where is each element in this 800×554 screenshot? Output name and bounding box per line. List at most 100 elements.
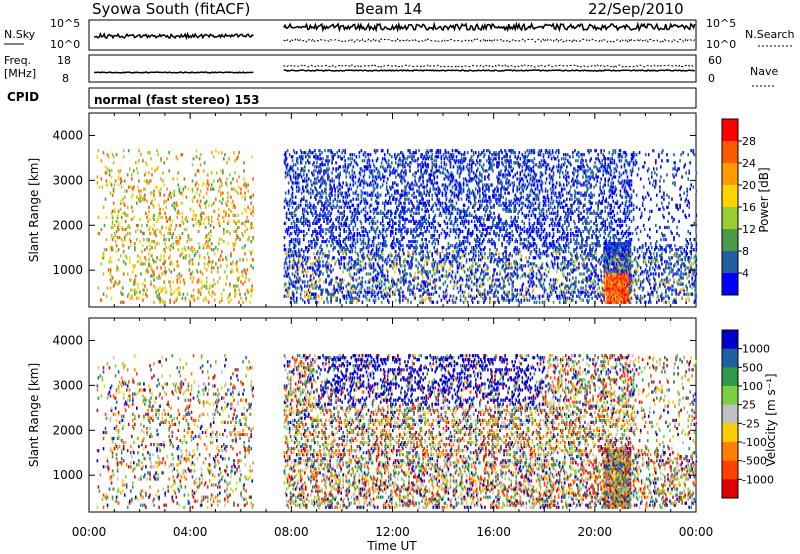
data-cell [350,221,353,225]
data-cell [291,290,294,294]
data-cell [298,238,301,242]
data-cell [486,169,488,173]
data-cell [234,288,236,292]
data-cell [379,254,382,258]
data-cell [479,187,481,191]
data-cell [320,193,322,197]
data-cell [362,229,365,234]
data-cell [380,294,383,298]
data-cell [226,264,228,268]
data-cell [319,252,321,256]
data-cell [210,262,213,266]
data-cell [292,246,295,250]
data-cell [331,155,333,159]
data-cell [296,240,299,244]
data-cell [197,169,200,173]
data-cell [405,191,407,195]
data-cell [357,193,360,197]
data-cell [234,171,236,175]
data-cell [426,292,428,296]
data-cell [410,219,412,223]
data-cell [417,207,419,211]
data-cell [147,213,149,217]
data-cell [374,294,377,298]
data-cell [384,240,387,244]
data-cell [129,260,131,264]
data-cell [428,240,430,244]
data-cell [320,163,322,167]
data-cell [425,270,427,274]
data-cell [344,151,346,155]
data-cell [331,171,333,175]
data-cell [376,191,379,195]
data-cell [306,290,308,294]
data-cell [134,248,136,252]
data-cell [401,193,403,197]
data-cell [435,187,438,191]
data-cell [395,254,397,258]
data-cell [387,163,390,167]
data-cell [316,181,318,185]
data-cell [331,225,333,230]
data-cell [344,250,346,254]
data-cell [212,155,215,159]
data-cell [164,260,166,264]
data-cell [336,298,338,302]
data-cell [332,294,334,298]
data-cell [375,276,378,280]
data-cell [300,151,303,155]
data-cell [424,163,426,167]
data-cell [321,189,323,193]
data-cell [202,221,205,225]
data-cell [202,181,205,185]
data-cell [327,155,329,159]
data-cell [170,244,172,248]
data-cell [238,185,240,189]
data-cell [382,167,385,171]
data-cell [404,260,406,264]
data-cell [328,250,330,254]
data-cell [398,203,400,207]
data-cell [297,185,300,189]
data-cell [202,244,205,248]
data-cell [143,238,145,242]
data-cell [404,193,406,197]
data-cell [399,197,401,201]
data-cell [152,227,154,232]
data-cell [178,211,181,215]
data-cell [412,229,414,234]
data-cell [350,258,353,262]
data-cell [219,221,221,225]
data-cell [349,236,352,240]
data-cell [296,238,299,242]
data-cell [120,238,123,242]
data-cell [117,227,120,232]
data-cell [483,227,485,232]
data-cell [157,296,159,300]
data-cell [371,169,374,173]
data-cell [468,167,471,171]
data-cell [372,262,375,266]
data-cell [296,219,299,223]
data-cell [284,163,287,167]
data-cell [402,153,404,157]
data-cell [349,244,352,248]
data-cell [150,157,152,161]
data-cell [338,177,340,181]
data-cell [369,181,372,185]
data-cell [300,157,303,161]
data-cell [133,185,135,189]
data-cell [395,231,397,236]
data-cell [454,300,457,304]
data-cell [207,221,210,225]
data-cell [134,288,136,292]
data-cell [318,179,320,183]
data-cell [187,187,190,191]
data-cell [352,244,355,248]
data-cell [377,272,380,276]
data-cell [427,219,429,223]
data-cell [122,201,125,205]
data-cell [403,252,405,256]
data-cell [326,244,328,248]
data-cell [409,244,411,248]
